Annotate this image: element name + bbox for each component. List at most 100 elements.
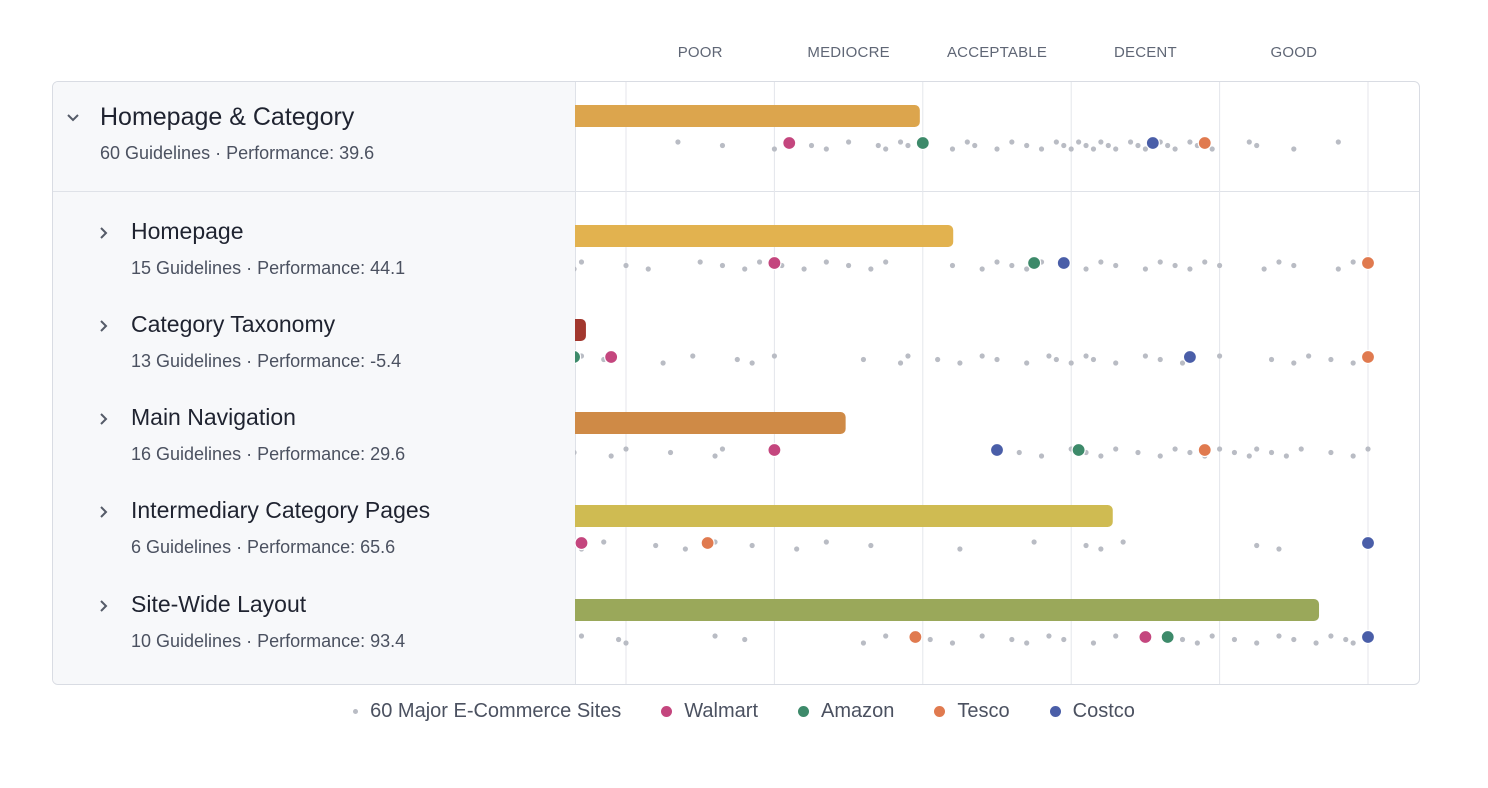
costco-marker[interactable]	[1145, 135, 1160, 151]
site-dot	[578, 633, 585, 639]
site-dot	[1246, 453, 1252, 459]
small-dot-icon	[353, 708, 359, 714]
performance-bar	[575, 105, 920, 127]
tesco-marker[interactable]	[1197, 442, 1212, 458]
site-dot	[1142, 146, 1148, 152]
chevron-right-icon[interactable]	[97, 410, 111, 431]
amazon-marker[interactable]	[1071, 442, 1086, 458]
site-dot	[1202, 259, 1208, 265]
legend-item: Costco	[1049, 700, 1135, 723]
row-title: Site-Wide Layout	[131, 591, 307, 617]
tesco-marker[interactable]	[1360, 349, 1376, 365]
chevron-right-icon[interactable]	[97, 503, 111, 524]
tesco-marker[interactable]	[908, 629, 923, 645]
site-dot	[905, 142, 911, 149]
site-dot	[883, 633, 889, 639]
site-dot	[1313, 640, 1319, 646]
amazon-marker[interactable]	[1160, 629, 1175, 645]
walmart-marker[interactable]	[1138, 629, 1153, 645]
site-dot	[1083, 542, 1089, 549]
amazon-marker[interactable]	[1027, 255, 1042, 271]
chevron-right-icon[interactable]	[97, 317, 111, 338]
site-dot	[697, 259, 703, 265]
site-dot	[1120, 539, 1126, 545]
site-dot	[1024, 640, 1030, 646]
tesco-marker[interactable]	[1360, 255, 1376, 271]
site-dot	[1350, 640, 1356, 646]
site-dot	[1038, 146, 1045, 152]
site-dot	[949, 146, 956, 152]
site-dot	[615, 636, 622, 643]
amazon-marker[interactable]	[575, 349, 582, 365]
site-dot	[994, 259, 1000, 265]
legend-item: Walmart	[661, 700, 758, 723]
site-dot	[1135, 449, 1141, 456]
site-dot	[927, 636, 933, 643]
tesco-marker[interactable]	[700, 535, 715, 551]
amazon-marker[interactable]	[915, 135, 930, 151]
row-subtitle: 60 Guidelines · Performance: 39.6	[100, 143, 375, 163]
site-dot	[994, 146, 1000, 152]
chevron-right-icon[interactable]	[97, 224, 111, 245]
site-dot	[949, 262, 956, 269]
site-dot	[957, 360, 963, 366]
site-dot	[860, 640, 867, 646]
site-dot	[794, 546, 800, 552]
chevron-right-icon[interactable]	[97, 597, 111, 618]
site-dot	[1053, 356, 1059, 363]
site-dot	[897, 360, 904, 366]
site-dot	[1083, 353, 1089, 359]
site-dot	[712, 633, 718, 639]
site-dot	[690, 353, 696, 359]
site-dot	[957, 546, 963, 552]
site-dot	[1231, 449, 1238, 456]
walmart-marker[interactable]	[767, 442, 782, 458]
site-dot	[801, 266, 807, 272]
site-dot	[1217, 353, 1223, 359]
costco-marker[interactable]	[1360, 535, 1376, 551]
walmart-marker[interactable]	[782, 135, 797, 151]
site-dot	[1276, 546, 1282, 552]
site-dot	[1335, 266, 1341, 272]
site-dot	[1306, 353, 1312, 359]
site-dot	[749, 542, 755, 549]
costco-marker[interactable]	[1182, 349, 1198, 365]
site-dot	[1024, 360, 1030, 366]
site-dot	[1268, 356, 1275, 363]
walmart-marker[interactable]	[575, 535, 589, 551]
tesco-marker[interactable]	[1197, 135, 1212, 151]
performance-bar	[575, 225, 954, 247]
site-dot	[575, 450, 577, 455]
site-dot	[1098, 139, 1104, 145]
site-dot	[578, 259, 585, 265]
site-dot	[1135, 142, 1141, 149]
site-dot	[742, 266, 748, 272]
costco-marker[interactable]	[1056, 255, 1071, 271]
costco-marker[interactable]	[1360, 629, 1376, 645]
legend-label: Tesco	[957, 699, 1010, 722]
chevron-down-icon[interactable]	[66, 109, 80, 130]
site-dot	[808, 142, 815, 149]
site-dot	[1142, 266, 1148, 272]
row-subtitle: 15 Guidelines · Performance: 44.1	[131, 258, 406, 278]
site-dot	[1254, 446, 1260, 452]
site-dot	[1172, 446, 1178, 452]
site-dot	[868, 542, 874, 549]
site-dot	[1024, 266, 1030, 272]
legend-item: Tesco	[934, 699, 1010, 723]
performance-bar	[575, 599, 1320, 621]
site-dot	[875, 142, 881, 149]
site-dot	[1053, 139, 1059, 145]
walmart-marker[interactable]	[767, 255, 782, 271]
site-dot	[1016, 449, 1022, 456]
costco-marker[interactable]	[989, 442, 1005, 458]
site-dot	[979, 633, 985, 639]
site-dot	[1038, 453, 1045, 459]
legend-label: 60 Major E-Commerce Sites	[370, 699, 622, 722]
site-dot	[1090, 640, 1097, 646]
site-dot	[1350, 259, 1356, 265]
row-subtitle: 13 Guidelines · Performance: -5.4	[131, 351, 402, 371]
amazon-dot-icon	[798, 705, 809, 717]
walmart-marker[interactable]	[604, 349, 619, 365]
performance-bar	[575, 412, 846, 434]
